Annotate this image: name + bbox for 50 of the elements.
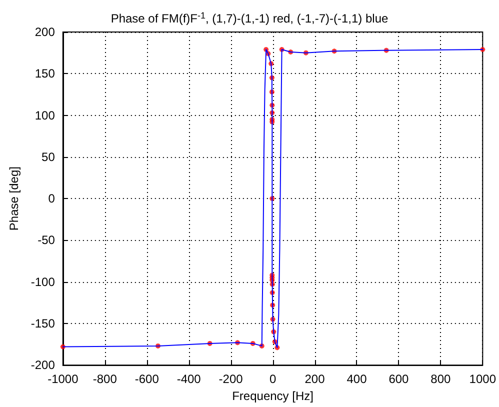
y-tick-label: -100 [30, 274, 56, 289]
point [278, 46, 286, 53]
line-series [62, 48, 484, 348]
point [268, 74, 276, 82]
point [479, 46, 486, 53]
y-tick-label: 0 [48, 192, 56, 206]
y-tick-label: 150 [34, 66, 56, 81]
point [206, 340, 214, 347]
x-tick-label: 600 [388, 372, 410, 386]
point [268, 116, 276, 123]
point [234, 339, 241, 346]
point [268, 102, 276, 109]
point [268, 274, 276, 281]
point [268, 60, 274, 67]
point [383, 47, 390, 54]
x-tick-label: -800 [92, 372, 118, 386]
point [287, 48, 294, 56]
y-tick-label: 100 [34, 108, 56, 122]
y-tick-label: 50 [42, 150, 56, 164]
point [60, 344, 66, 350]
point [270, 316, 276, 323]
x-tick-label: 400 [346, 372, 368, 386]
x-tick-label: -400 [176, 372, 202, 386]
x-tick-label: 0 [269, 372, 276, 386]
point [302, 50, 310, 56]
point [258, 342, 266, 350]
point [331, 48, 338, 54]
point [154, 342, 162, 350]
x-tick-label: -200 [218, 372, 244, 386]
y-tick-label: -50 [38, 233, 56, 248]
x-tick-label: -600 [134, 372, 160, 386]
point [268, 118, 276, 126]
y-tick-label: -150 [30, 316, 56, 330]
x-axis-title: Frequency [Hz] [232, 389, 314, 403]
x-tick-label: -1000 [48, 372, 79, 386]
point [268, 195, 276, 202]
point [268, 110, 276, 116]
point [268, 88, 276, 96]
point [269, 289, 276, 296]
point [269, 302, 276, 308]
point [270, 328, 277, 336]
point [262, 46, 270, 53]
y-tick-label: 200 [34, 25, 56, 39]
y-axis-title: Phase [deg] [7, 166, 21, 231]
x-tick-label: 1000 [469, 372, 496, 386]
point [250, 340, 256, 347]
x-tick-label: 200 [304, 372, 326, 386]
y-tick-label: -200 [30, 358, 56, 372]
x-tick-label: 800 [430, 372, 452, 386]
point [274, 344, 280, 351]
